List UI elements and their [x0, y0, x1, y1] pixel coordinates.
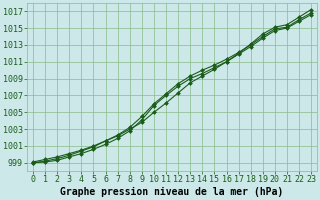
X-axis label: Graphe pression niveau de la mer (hPa): Graphe pression niveau de la mer (hPa): [60, 187, 284, 197]
